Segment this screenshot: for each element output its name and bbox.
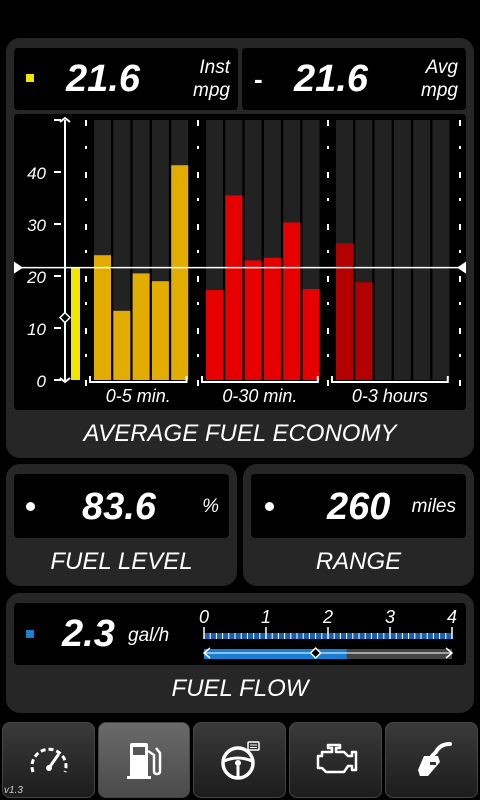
group-label: 0-3 hours [352, 386, 428, 406]
range-indicator [265, 502, 274, 511]
gauge-top-cap [59, 116, 71, 123]
bar-0-2 [132, 273, 150, 380]
fuel-pump-icon [127, 743, 162, 779]
flow-bar-fill [204, 649, 347, 659]
bar-1-4 [283, 222, 301, 380]
fuel-flow-scale: 0 1 2 3 4 [199, 607, 457, 660]
avg-mpg-value: 21.6 [294, 58, 368, 100]
group-label: 0-30 min. [222, 386, 297, 406]
bar-slot [374, 120, 392, 380]
group-baseline [89, 376, 188, 383]
fuel-flow-color-indicator [26, 630, 34, 638]
flow-scale-label: 4 [447, 607, 457, 627]
avg-separator: - [254, 64, 263, 94]
fuel-level-indicator [26, 502, 35, 511]
y-tick-label: 0 [37, 372, 47, 391]
bar-slot [393, 120, 411, 380]
bar-0-0 [94, 255, 111, 380]
bar-1-5 [302, 289, 320, 380]
current-value-bar [71, 267, 80, 380]
inst-color-indicator [26, 74, 34, 82]
flow-scale-label: 1 [261, 607, 271, 627]
fuel-flow-caption: FUEL FLOW [171, 675, 309, 702]
range-panel[interactable]: 260 miles RANGE [243, 464, 474, 586]
bar-0-4 [171, 165, 189, 380]
range-value: 260 [327, 486, 391, 528]
flow-scale-label: 2 [322, 607, 333, 627]
reference-right-arrow [457, 261, 466, 274]
fuel-level-box: 83.6 % [14, 474, 229, 538]
y-tick-label: 10 [27, 320, 46, 339]
bar-1-1 [225, 195, 243, 380]
flow-bar-left-cap [202, 647, 211, 659]
avg-mpg-unit: Avg mpg [421, 57, 458, 101]
bar-1-2 [244, 260, 262, 380]
inst-mpg-value: 21.6 [66, 58, 140, 100]
y-tick-label: 20 [26, 268, 46, 287]
flow-scale-label: 0 [199, 607, 209, 627]
fuel-level-panel[interactable]: 83.6 % FUEL LEVEL [6, 464, 237, 586]
group-baseline [331, 376, 449, 383]
range-box: 260 miles [251, 474, 466, 538]
gauge-bottom-cap [59, 377, 71, 384]
group-label: 0-5 min. [106, 386, 171, 406]
y-tick-label: 30 [27, 216, 46, 235]
bar-slot [432, 120, 450, 380]
version-label: v1.3 [4, 785, 23, 796]
economy-caption: AVERAGE FUEL ECONOMY [83, 420, 397, 447]
bar-1-0 [206, 290, 223, 380]
fuel-nozzle-icon [417, 742, 452, 776]
group-baseline [201, 376, 319, 383]
economy-chart-area: 0 10 20 30 40 0-5 min. 0-30 min. 0-3 hours [14, 114, 466, 410]
bar-0-1 [113, 310, 131, 380]
tab-fuel[interactable] [98, 722, 190, 798]
reference-left-arrow [14, 261, 23, 274]
fuel-flow-unit: gal/h [128, 625, 170, 646]
tab-fill-up[interactable] [385, 722, 478, 798]
inst-mpg-box[interactable]: 21.6 Inst mpg [14, 48, 238, 110]
fuel-level-caption: FUEL LEVEL [50, 548, 193, 575]
bar-1-3 [263, 257, 281, 380]
bar-2-1 [355, 282, 373, 380]
bar-2-0 [336, 243, 353, 380]
y-tick-label: 40 [27, 164, 46, 183]
engine-icon [316, 743, 357, 774]
speedometer-icon [30, 747, 67, 773]
fuel-level-value: 83.6 [82, 486, 156, 528]
gauge-marker [58, 311, 72, 324]
economy-chart: 0 10 20 30 40 0-5 min. 0-30 min. 0-3 hours [14, 116, 466, 406]
fuel-flow-value: 2.3 [62, 613, 115, 655]
steering-wheel-icon [220, 741, 260, 780]
flow-scale-label: 3 [385, 607, 395, 627]
flow-average-marker [309, 646, 322, 660]
avg-mpg-box[interactable]: - 21.6 Avg mpg [242, 48, 466, 110]
inst-mpg-unit: Inst mpg [193, 57, 230, 101]
bar-0-3 [151, 281, 169, 380]
fuel-level-unit: % [202, 496, 219, 517]
fuel-flow-box: 2.3 gal/h 0 1 2 3 4 [14, 603, 466, 665]
tab-engine[interactable] [289, 722, 382, 798]
tab-trip[interactable] [193, 722, 286, 798]
bar-slot [413, 120, 431, 380]
range-unit: miles [411, 496, 456, 517]
economy-panel: 21.6 Inst mpg - 21.6 Avg mpg 0 10 20 30 40 0-… [6, 38, 474, 458]
flow-bar-right-cap [445, 647, 454, 659]
range-caption: RANGE [315, 548, 402, 575]
fuel-flow-panel[interactable]: 2.3 gal/h 0 1 2 3 4 FUEL FLOW [6, 593, 474, 713]
tab-gauge[interactable]: v1.3 [2, 722, 95, 798]
